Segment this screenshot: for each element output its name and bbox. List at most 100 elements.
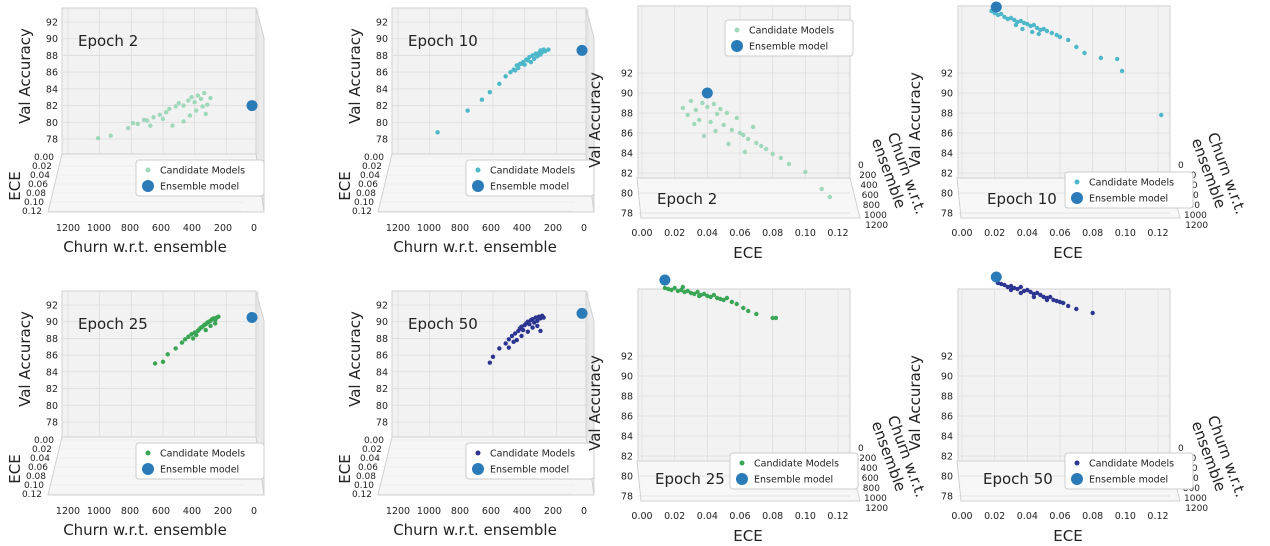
candidate-point: [186, 334, 191, 339]
ece-tick-label: 0.08: [1082, 511, 1103, 522]
candidate-point: [509, 333, 515, 339]
candidate-point: [708, 119, 713, 125]
legend-candidate-label: Candidate Models: [1089, 459, 1174, 470]
ece-tick-label: 0.02: [984, 511, 1005, 522]
candidate-point: [167, 106, 172, 112]
candidate-point: [538, 52, 543, 57]
candidate-point: [1057, 34, 1063, 40]
acc-tick-label: 86: [621, 412, 633, 423]
candidate-point: [1054, 32, 1059, 38]
zlabel-ece: ECE: [336, 171, 354, 200]
chart-panel-4: 92 90 88 86 84 82 80 78 0.00 0.02 0.04 0.06 0.08 0.10…: [906, 1, 1250, 262]
ece-tick-label: 0.00: [631, 228, 652, 239]
candidate-point: [672, 285, 677, 291]
acc-tick-label: 86: [941, 129, 953, 140]
candidate-point: [786, 161, 792, 167]
acc-tick-label: 82: [46, 101, 58, 112]
candidate-point: [181, 103, 186, 108]
ece-tick-label: 0.12: [352, 490, 372, 500]
floor-pane: [636, 177, 861, 219]
ece-tick-label: 0.04: [30, 171, 50, 181]
candidate-point: [718, 106, 723, 112]
acc-tick-label: 86: [941, 412, 953, 423]
legend-candidate-label: Candidate Models: [490, 166, 575, 177]
candidate-point: [1119, 68, 1125, 74]
candidate-point: [754, 311, 759, 317]
ensemble-point: [701, 87, 713, 99]
candidate-point: [1025, 21, 1030, 27]
candidate-point: [770, 315, 775, 321]
candidate-point: [205, 102, 210, 107]
acc-tick-label: 92: [941, 69, 953, 80]
legend-candidate-marker: [475, 167, 481, 173]
candidate-point: [530, 325, 535, 330]
candidate-point: [721, 122, 726, 128]
candidate-point: [1008, 287, 1014, 293]
churn-tick-label: 1200: [56, 223, 80, 234]
candidate-point: [163, 110, 169, 115]
xlabel-ece: ECE: [733, 244, 762, 262]
candidate-point: [176, 100, 182, 106]
legend-box: [729, 452, 859, 490]
churn-depth-tick-label: 400: [860, 464, 877, 474]
acc-tick-label: 90: [621, 89, 633, 100]
candidate-point: [141, 117, 147, 122]
candidate-point: [763, 146, 769, 152]
candidate-point: [754, 140, 759, 146]
candidate-point: [535, 323, 540, 329]
candidate-point: [181, 119, 186, 124]
candidate-point: [1002, 282, 1007, 288]
candidate-point: [1020, 26, 1025, 32]
candidate-point: [503, 74, 508, 79]
candidate-point: [1030, 29, 1035, 35]
ece-tick-label: 0.08: [1082, 228, 1103, 239]
candidate-point: [759, 143, 764, 149]
candidate-point: [490, 354, 496, 360]
acc-tick-label: 80: [941, 189, 953, 200]
candidate-point: [208, 95, 213, 101]
candidate-point: [108, 133, 113, 138]
candidate-point: [1044, 297, 1050, 303]
acc-tick-label: 92: [941, 352, 953, 363]
candidate-point: [519, 333, 524, 339]
candidate-point: [516, 65, 521, 71]
ece-tick-label: 0.08: [26, 472, 46, 482]
candidate-point: [1114, 56, 1120, 62]
acc-tick-label: 82: [621, 169, 633, 180]
ece-tick-label: 0.10: [354, 481, 374, 491]
acc-tick-label: 80: [46, 401, 58, 412]
legend-ensemble-marker: [1071, 192, 1083, 204]
xlabel-churn: Churn w.r.t. ensemble: [393, 238, 557, 256]
legend-box: [1064, 452, 1194, 490]
candidate-point: [1049, 30, 1055, 36]
acc-tick-label: 78: [621, 492, 633, 503]
ece-tick-label: 0.06: [1049, 511, 1070, 522]
xlabel-ece: ECE: [1053, 527, 1082, 545]
candidate-point: [1065, 37, 1071, 43]
ylabel-val-accuracy: Val Accuracy: [906, 355, 924, 451]
acc-tick-label: 84: [376, 367, 388, 378]
ece-tick-label: 0.10: [24, 481, 44, 491]
acc-tick-label: 92: [621, 69, 633, 80]
legend-candidate-marker: [1074, 460, 1080, 466]
churn-tick-label: 600: [482, 223, 500, 234]
churn-depth-tick-label: 1200: [865, 504, 888, 514]
ece-tick-label: 0.04: [30, 454, 50, 464]
candidate-point: [525, 329, 531, 334]
candidate-point: [737, 130, 743, 136]
candidate-point: [203, 327, 208, 333]
ece-tick-label: 0.10: [795, 511, 816, 522]
candidate-point: [1074, 306, 1079, 312]
xlabel-ece: ECE: [1053, 244, 1082, 262]
candidate-point: [1159, 112, 1164, 118]
churn-tick-label: 200: [214, 223, 232, 234]
legend-candidate-label: Candidate Models: [160, 449, 245, 460]
acc-tick-label: 88: [376, 51, 388, 62]
candidate-point: [541, 315, 546, 320]
back-pane: [61, 7, 257, 155]
candidate-point: [742, 149, 748, 155]
candidate-point: [497, 346, 502, 351]
ece-tick-label: 0.08: [762, 228, 783, 239]
panel-title: Epoch 50: [983, 470, 1053, 488]
candidate-point: [538, 328, 543, 334]
